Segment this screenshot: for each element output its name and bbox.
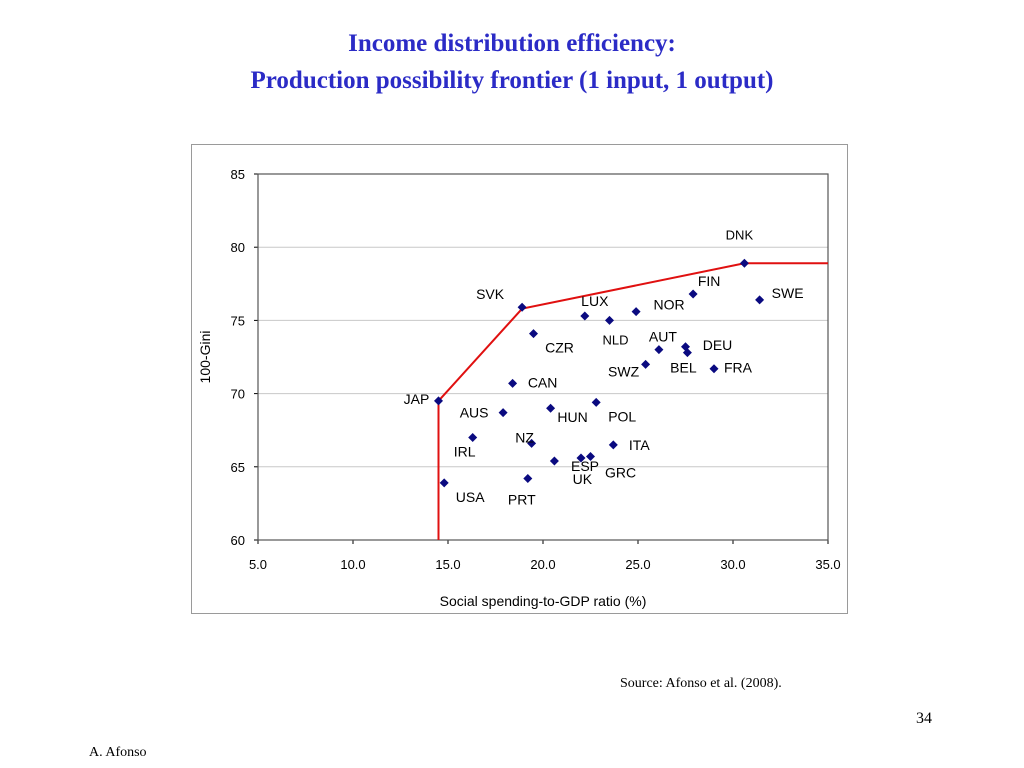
y-tick-label-75: 75 <box>231 313 245 328</box>
point-nld <box>605 315 614 325</box>
point-label-usa: USA <box>456 489 485 505</box>
point-label-irl: IRL <box>454 444 476 460</box>
y-tick-label-85: 85 <box>231 167 245 182</box>
point-uk <box>549 456 559 466</box>
point-esp <box>576 453 586 463</box>
source-note: Source: Afonso et al. (2008). <box>620 676 782 691</box>
frontier-line <box>437 262 828 540</box>
point-dnk <box>739 258 749 268</box>
point-label-svk: SVK <box>476 286 505 302</box>
point-jap <box>434 396 443 406</box>
point-label-deu: DEU <box>703 337 733 353</box>
slide-title-line-1: Income distribution efficiency: <box>348 30 676 57</box>
point-label-uk: UK <box>573 471 593 487</box>
point-label-fra: FRA <box>724 360 753 376</box>
point-czr <box>529 329 538 339</box>
scatter-chart: 60 65 70 75 80 85 5.0 10.0 15.0 20.0 25.0 30.0 35.0 S… <box>197 167 841 609</box>
point-label-czr: CZR <box>545 340 574 356</box>
point-label-ita: ITA <box>629 437 650 453</box>
plot-area-border <box>257 173 829 541</box>
point-label-grc: GRC <box>605 465 636 481</box>
point-label-pol: POL <box>608 408 636 424</box>
point-deu <box>681 342 690 352</box>
y-axis-label: 100-Gini <box>197 331 213 384</box>
point-swz <box>641 359 651 369</box>
point-svk <box>517 302 527 312</box>
point-prt <box>523 474 533 484</box>
point-nor <box>631 307 641 317</box>
point-pol <box>591 397 601 407</box>
point-aus <box>498 408 508 418</box>
point-usa <box>439 478 449 488</box>
point-lux <box>580 311 590 321</box>
point-label-esp: ESP <box>571 458 599 474</box>
point-label-aut: AUT <box>649 329 677 345</box>
y-tick-label-70: 70 <box>231 387 245 402</box>
x-axis-label: Social spending-to-GDP ratio (%) <box>440 593 647 609</box>
x-tick-label-10.0: 10.0 <box>340 557 365 572</box>
point-nz <box>527 438 537 448</box>
point-label-aus: AUS <box>460 405 489 421</box>
point-fin <box>688 289 698 299</box>
point-label-nor: NOR <box>654 297 685 313</box>
point-aut <box>654 345 664 355</box>
point-can <box>508 378 518 388</box>
point-label-prt: PRT <box>508 492 536 508</box>
point-label-swz: SWZ <box>608 363 640 379</box>
x-tick-label-35.0: 35.0 <box>815 557 840 572</box>
point-label-jap: JAP <box>404 391 430 407</box>
x-tick-label-20.0: 20.0 <box>530 557 555 572</box>
point-label-fin: FIN <box>698 273 721 289</box>
point-label-hun: HUN <box>557 409 587 425</box>
x-tick-label-25.0: 25.0 <box>625 557 650 572</box>
point-grc <box>586 452 595 462</box>
point-label-nz: NZ <box>515 429 534 445</box>
point-label-can: CAN <box>528 374 558 390</box>
point-label-bel: BEL <box>670 360 697 376</box>
y-tick-label-60: 60 <box>231 533 245 548</box>
x-tick-label-15.0: 15.0 <box>435 557 460 572</box>
point-irl <box>468 433 478 443</box>
y-tick-label-80: 80 <box>231 240 245 255</box>
chart-frame: 60 65 70 75 80 85 5.0 10.0 15.0 20.0 25.0 30.0 35.0 S… <box>191 144 848 614</box>
author-footer: A. Afonso <box>89 745 147 760</box>
point-label-dnk: DNK <box>726 227 754 242</box>
point-label-nld: NLD <box>602 332 628 347</box>
point-ita <box>608 440 618 450</box>
point-label-swe: SWE <box>772 285 804 301</box>
point-swe <box>755 295 765 305</box>
point-fra <box>709 364 719 374</box>
x-tick-label-5.0: 5.0 <box>249 557 267 572</box>
y-tick-label-65: 65 <box>231 460 245 475</box>
page-number: 34 <box>916 710 932 727</box>
point-bel <box>682 348 692 358</box>
point-label-lux: LUX <box>581 293 609 309</box>
point-hun <box>546 403 556 413</box>
slide-title-line-2: Production possibility frontier (1 input… <box>250 67 774 94</box>
x-tick-label-30.0: 30.0 <box>720 557 745 572</box>
